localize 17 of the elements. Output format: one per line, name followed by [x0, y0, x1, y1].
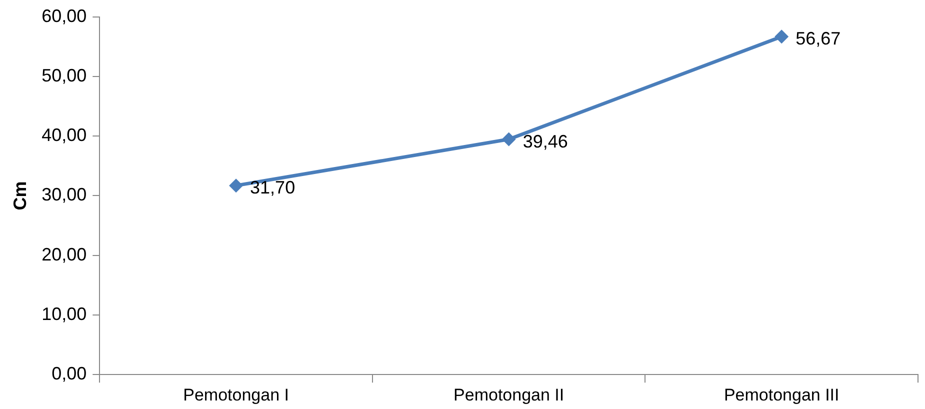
y-tick-label: 20,00 — [42, 244, 87, 264]
y-tick-label: 0,00 — [52, 364, 87, 384]
y-tick-label: 60,00 — [42, 6, 87, 26]
data-label: 56,67 — [796, 28, 841, 49]
y-tick-label: 30,00 — [42, 184, 87, 205]
x-tick-label: Pemotongan III — [724, 385, 840, 404]
y-tick-label: 50,00 — [42, 65, 87, 86]
y-tick-label: 10,00 — [42, 304, 87, 324]
point — [502, 132, 516, 146]
x-tick-label: Pemotongan I — [183, 385, 289, 404]
data-label: 31,70 — [250, 178, 296, 198]
point — [774, 30, 789, 44]
y-axis-title: Cm — [10, 181, 30, 210]
point — [229, 178, 244, 193]
data-label: 39,46 — [522, 131, 568, 152]
x-tick-label: Pemotongan II — [454, 385, 564, 404]
y-tick-label: 40,00 — [42, 125, 87, 146]
